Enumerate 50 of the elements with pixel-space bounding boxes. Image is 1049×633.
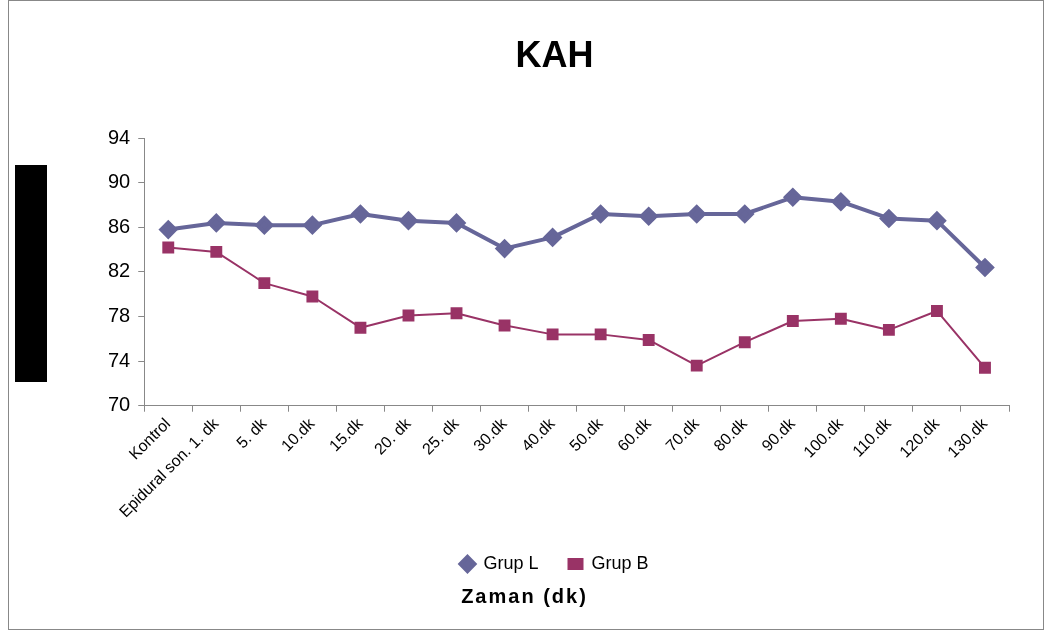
point: [399, 211, 418, 230]
point: [979, 361, 991, 374]
legend-label: Grup L: [483, 552, 539, 573]
point: [351, 205, 370, 223]
legend-label: Grup B: [591, 552, 649, 573]
point: [738, 336, 751, 349]
point: [735, 205, 754, 223]
x-tick-label: 20. dk: [370, 414, 415, 458]
point: [879, 209, 898, 228]
point: [930, 305, 943, 317]
point: [882, 323, 895, 336]
point: [210, 245, 223, 258]
point: [687, 205, 706, 223]
y-tick-label: 94: [108, 125, 131, 148]
point: [927, 211, 946, 230]
x-axis-title: Zaman (dk): [460, 585, 589, 608]
y-tick-label: 90: [108, 170, 131, 193]
point: [834, 312, 847, 325]
point: [495, 239, 514, 258]
y-tick-label: 82: [108, 259, 131, 282]
point: [975, 258, 994, 277]
point: [207, 213, 226, 232]
point: [159, 220, 178, 239]
chart-title: KAH: [515, 33, 594, 75]
point: [447, 213, 466, 232]
point: [450, 307, 463, 320]
point: [258, 277, 271, 290]
x-tick-label: 5. dk: [233, 414, 271, 452]
point: [402, 309, 415, 322]
y-tick-label: 74: [108, 348, 131, 371]
point: [786, 315, 799, 327]
x-tick-label: 25. dk: [418, 414, 463, 458]
point: [354, 321, 367, 334]
y-tick-label: 86: [108, 214, 131, 237]
point: [783, 188, 802, 207]
y-tick-label: 78: [108, 304, 131, 327]
point: [639, 207, 658, 226]
point: [162, 241, 175, 254]
point: [690, 359, 703, 372]
point: [642, 334, 655, 346]
y-tick-label: 70: [108, 393, 131, 416]
point: [591, 205, 610, 223]
point: [255, 216, 274, 235]
point: [594, 328, 607, 341]
point: [303, 216, 322, 235]
point: [546, 328, 559, 341]
point: [498, 319, 511, 332]
point: [306, 290, 319, 303]
point: [543, 228, 562, 247]
point: [831, 192, 850, 211]
